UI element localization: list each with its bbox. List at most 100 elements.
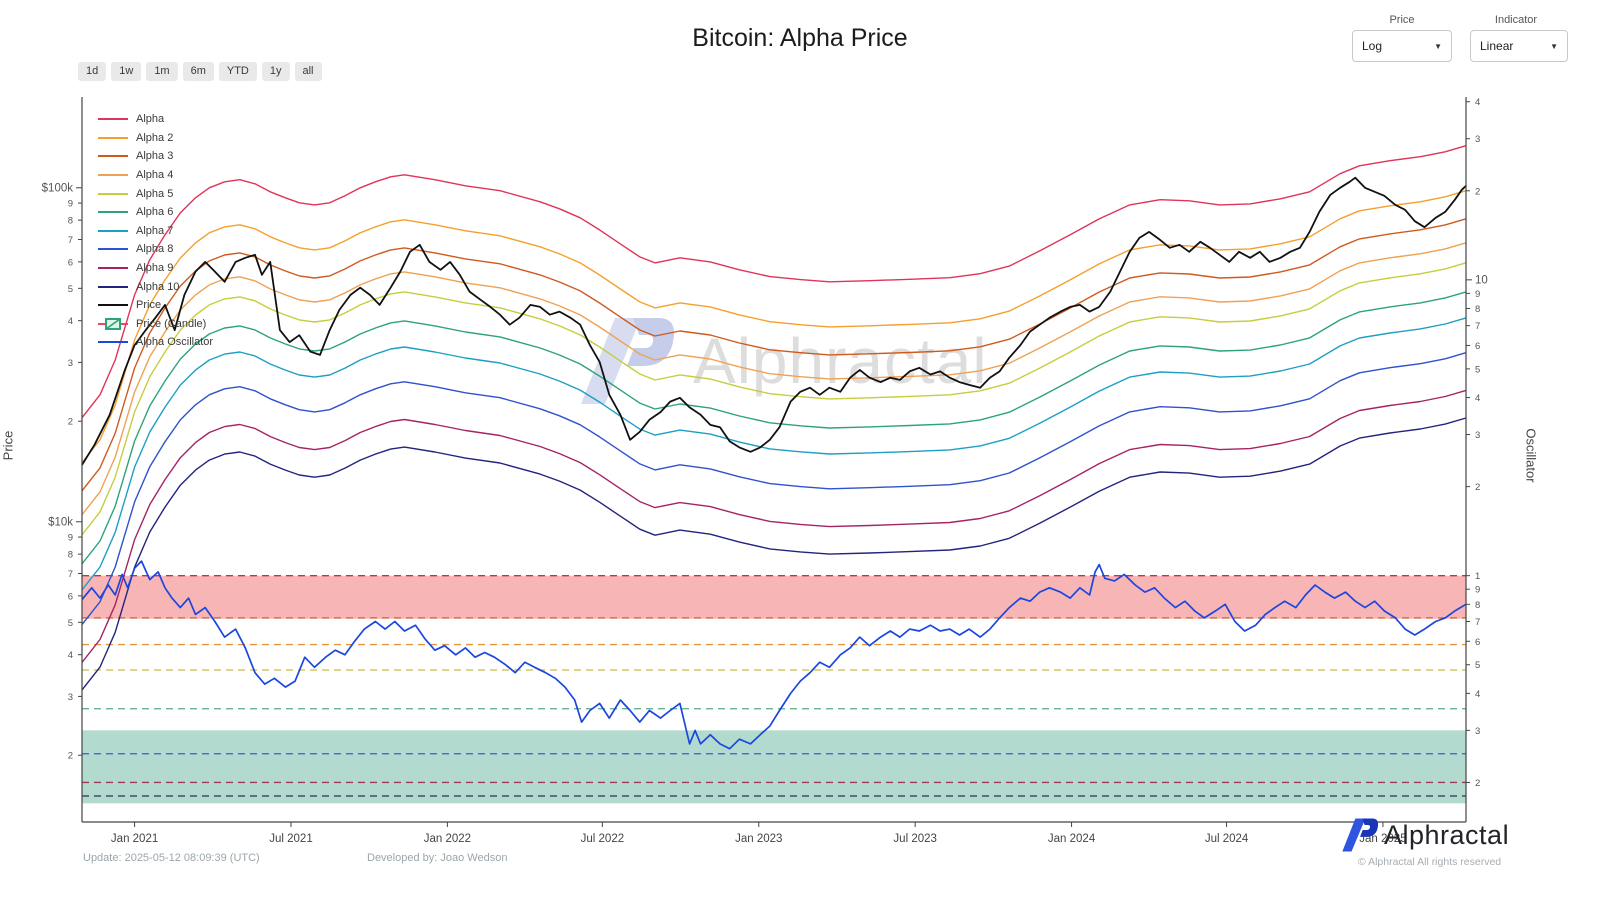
band-line-alpha-2 [81, 190, 1467, 464]
oscillator-tick-label: 1 [1475, 571, 1480, 582]
brand-name: Alphractal [1384, 819, 1510, 850]
range-button-1y[interactable]: 1y [261, 62, 290, 81]
oscillator-tick-label: 9 [1475, 289, 1480, 300]
price-line [81, 176, 1467, 466]
line-swatch-icon [98, 174, 128, 177]
band-line-alpha-6 [81, 291, 1467, 565]
legend-item-label: Alpha 10 [136, 280, 180, 293]
line-swatch-icon [98, 118, 128, 121]
x-tick-label: Jan 2022 [424, 833, 471, 845]
price-scale-select[interactable]: Log ▼ [1352, 30, 1452, 62]
indicator-scale-value: Linear [1480, 39, 1514, 53]
price-tick-label: $100k [42, 182, 74, 194]
indicator-scale-control: Indicator Linear ▼ [1470, 14, 1568, 62]
legend-item-label: Alpha 8 [136, 243, 174, 256]
legend-item-price[interactable]: Price [98, 296, 213, 315]
oscillator-tick-label: 8 [1475, 304, 1480, 315]
oscillator-tick-label: 9 [1475, 585, 1480, 596]
line-swatch-icon [98, 192, 128, 195]
range-button-1d[interactable]: 1d [78, 62, 107, 81]
price-scale-value: Log [1362, 39, 1383, 53]
legend-item-label: Alpha [136, 113, 165, 126]
oscillator-tick-label: 3 [1475, 134, 1480, 145]
x-tick-label: Jul 2023 [893, 833, 936, 845]
band-line-alpha-9 [81, 389, 1467, 663]
line-swatch-icon [98, 285, 128, 288]
oscillator-zone-undervalued [82, 730, 1466, 804]
chevron-down-icon: ▼ [1434, 41, 1442, 51]
oscillator-tick-label: 4 [1475, 393, 1480, 404]
price-scale-control: Price Log ▼ [1352, 14, 1452, 62]
line-swatch-icon [98, 136, 128, 139]
oscillator-axis-title: Oscillator [1523, 428, 1539, 483]
legend-item-label: Price (Candle) [136, 317, 207, 330]
price-tick-label: 8 [68, 550, 73, 561]
line-swatch-icon [98, 267, 128, 270]
price-tick-label: 2 [68, 751, 73, 762]
range-button-1m[interactable]: 1m [146, 62, 178, 81]
legend-item-alpha-6[interactable]: Alpha 6 [98, 203, 213, 222]
price-tick-label: 4 [68, 316, 73, 327]
page-title: Bitcoin: Alpha Price [692, 24, 908, 52]
band-line-alpha [81, 145, 1467, 419]
x-tick-label: Jan 2023 [735, 833, 782, 845]
legend-item-alpha-4[interactable]: Alpha 4 [98, 166, 213, 185]
oscillator-tick-label: 10 [1475, 274, 1488, 286]
legend-item-alpha-3[interactable]: Alpha 3 [98, 147, 213, 166]
x-tick-label: Jan 2021 [111, 833, 158, 845]
price-tick-label: 5 [68, 284, 73, 295]
band-line-alpha-10 [81, 417, 1467, 691]
oscillator-tick-label: 3 [1475, 726, 1480, 737]
legend-item-label: Alpha 2 [136, 131, 174, 144]
legend-item-alpha-9[interactable]: Alpha 9 [98, 259, 213, 278]
price-tick-label: 7 [68, 235, 73, 246]
line-swatch-icon [98, 229, 128, 232]
legend-item-alpha-8[interactable]: Alpha 8 [98, 240, 213, 259]
x-tick-label: Jan 2024 [1048, 833, 1096, 845]
legend-item-alpha-10[interactable]: Alpha 10 [98, 277, 213, 296]
band-line-alpha-3 [81, 218, 1467, 492]
oscillator-zone-overvalued [82, 575, 1466, 619]
band-line-alpha-5 [81, 262, 1467, 536]
price-tick-label: 6 [68, 591, 73, 602]
price-tick-label: 6 [68, 257, 73, 268]
alphractal-logo-icon [1342, 818, 1379, 852]
oscillator-tick-label: 7 [1475, 617, 1480, 628]
price-tick-label: 9 [68, 199, 73, 210]
legend-item-label: Price [136, 299, 162, 312]
range-button-6m[interactable]: 6m [182, 62, 214, 81]
line-swatch-icon [98, 211, 128, 214]
oscillator-tick-label: 6 [1475, 341, 1480, 352]
price-tick-label: 5 [68, 618, 73, 629]
price-tick-label: 3 [68, 692, 73, 703]
developer-credit: Developed by: Joao Wedson [367, 852, 508, 864]
oscillator-tick-label: 7 [1475, 321, 1480, 332]
line-swatch-icon [98, 341, 128, 344]
x-tick-label: Jul 2021 [269, 833, 312, 845]
line-swatch-icon [98, 304, 128, 307]
legend-item-alpha-2[interactable]: Alpha 2 [98, 129, 213, 148]
update-timestamp: Update: 2025-05-12 08:09:39 (UTC) [83, 852, 260, 864]
legend-item-alpha-oscillator[interactable]: Alpha Oscillator [98, 333, 213, 352]
x-tick-label: Jul 2022 [581, 833, 624, 845]
indicator-scale-select[interactable]: Linear ▼ [1470, 30, 1568, 62]
legend-item-price-candle[interactable]: Price (Candle) [98, 315, 213, 334]
range-button-all[interactable]: all [294, 62, 322, 81]
legend-item-alpha-5[interactable]: Alpha 5 [98, 184, 213, 203]
line-swatch-icon [98, 155, 128, 158]
legend-item-label: Alpha 6 [136, 206, 174, 219]
copyright-text: © Alphractal All rights reserved [1358, 856, 1502, 868]
legend-item-alpha-7[interactable]: Alpha 7 [98, 222, 213, 241]
chevron-down-icon: ▼ [1550, 41, 1558, 51]
legend-item-label: Alpha 4 [136, 169, 174, 182]
oscillator-tick-label: 5 [1475, 364, 1480, 375]
legend-item-alpha[interactable]: Alpha [98, 110, 213, 129]
range-button-ytd[interactable]: YTD [218, 62, 257, 81]
oscillator-line [81, 560, 1467, 750]
line-swatch-icon [98, 248, 128, 251]
range-button-1w[interactable]: 1w [111, 62, 142, 81]
legend-item-label: Alpha 5 [136, 187, 174, 200]
oscillator-tick-label: 5 [1475, 660, 1480, 671]
